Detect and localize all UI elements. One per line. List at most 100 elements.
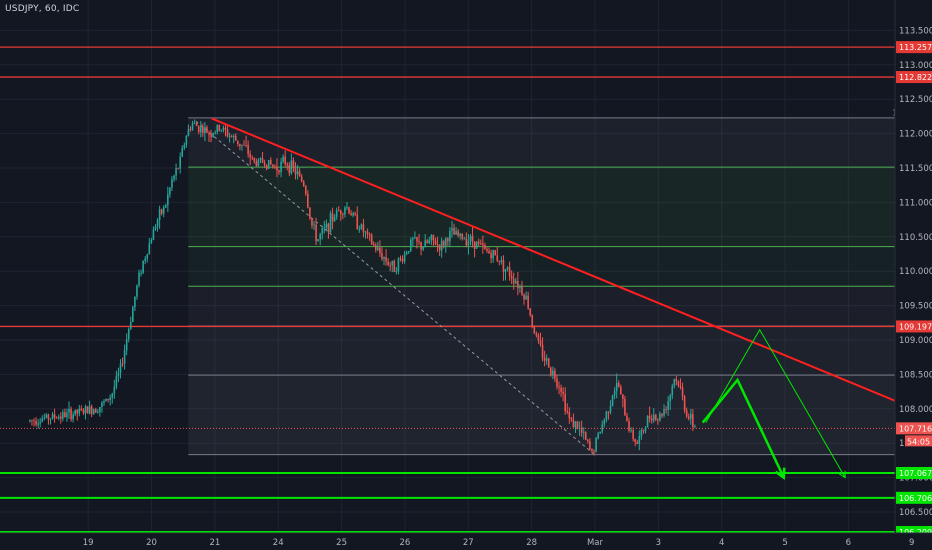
candle-body [282,156,284,162]
candle-body [59,416,62,419]
candle-body [129,322,132,329]
swing-dashed-line [195,120,596,456]
candle-body [218,124,221,131]
candle-body [202,126,204,133]
candle-body [607,411,610,413]
candle-body [329,213,332,233]
key-level-price-tag: 113.257 [899,43,932,52]
candle-body [628,421,630,431]
candle-body [263,162,266,165]
candle-body [237,140,239,144]
candle-body [160,209,163,214]
candle-body [193,123,196,124]
candle-body [589,441,591,450]
candle-body [438,244,441,251]
candle-body [469,235,472,242]
candle-body [379,247,381,254]
candle-body [508,267,511,277]
candle-body [432,234,435,241]
y-tick-label: 110.000 [899,267,932,277]
x-tick-label: 24 [273,538,284,548]
candle-body [49,418,52,420]
candle-body [613,391,616,396]
candle-body [578,427,581,429]
candle-body [208,132,210,135]
candle-body [393,260,396,272]
candle-body [72,414,74,420]
candle-body [389,265,391,266]
fib-band [188,117,932,168]
x-tick-label: 21 [209,538,220,548]
fib-band [188,246,932,287]
candle-body [689,414,692,419]
candle-body [290,160,293,173]
candle-body [86,406,89,414]
candle-body [339,210,342,215]
candle-body [150,240,153,244]
key-level-price-tag-bg [896,491,932,504]
candle-body [171,179,173,188]
candle-body [650,418,653,421]
candle-body [482,243,484,246]
key-level-price-tag: 109.197 [899,322,932,331]
candle-body [239,143,241,146]
countdown-label: 54:05 [907,437,930,446]
current-price-tag: 107.716 [899,424,932,433]
candle-body [284,156,286,165]
candle-body [146,254,149,259]
x-tick-label: 6 [846,538,851,548]
candle-body [521,286,523,295]
candle-body [514,281,517,284]
candle-body [167,194,169,206]
candle-body [68,408,70,413]
candle-body [409,239,412,252]
candle-body [191,123,194,130]
candle-body [663,409,665,416]
candle-body [527,295,529,309]
candle-body [354,213,356,215]
candle-body [366,231,369,234]
candle-body [368,233,371,235]
candle-body [82,410,85,414]
candle-body [62,412,64,419]
candle-body [574,421,577,428]
candle-body [249,154,251,158]
candle-body [593,451,595,452]
candle-body [535,333,538,336]
candle-body [630,430,632,432]
candle-body [444,238,447,246]
candle-body [187,129,190,137]
symbol-label[interactable]: USDJPY, 60, IDC [5,4,80,14]
key-level-price-tag-bg [896,320,932,333]
candle-body [127,328,130,340]
candle-body [74,409,76,415]
candle-body [43,417,46,419]
candle-body [321,228,324,235]
candle-body [523,294,525,300]
candle-body [377,247,379,250]
candle-body [243,144,245,146]
candle-body [566,411,569,413]
candle-body [675,379,678,381]
candle-body [101,403,103,408]
candle-body [204,127,206,133]
candle-body [397,258,400,272]
candle-body [195,123,198,127]
candle-body [333,216,336,222]
secondary-projection-arrow-head [838,470,846,479]
candle-body [537,335,540,341]
candle-body [179,156,181,169]
candle-body [109,397,111,400]
candle-body [214,132,216,133]
candle-body [416,237,418,242]
primary-projection-arrow-head [774,467,786,480]
candle-body [309,207,311,219]
candle-body [76,409,79,414]
candle-body [387,261,389,266]
candle-body [552,370,554,375]
candle-body [107,398,109,400]
y-tick-label: 108.500 [899,370,932,380]
candle-body [274,166,276,168]
candle-body [640,430,643,437]
